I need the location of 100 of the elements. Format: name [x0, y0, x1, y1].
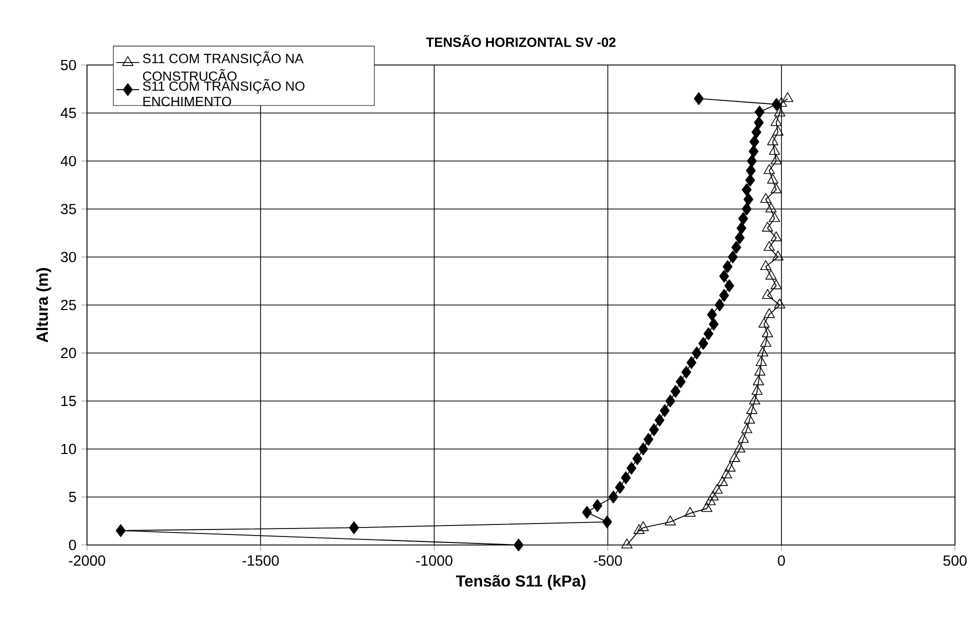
point [772, 98, 782, 111]
point [742, 202, 752, 216]
point [707, 308, 717, 321]
y-tick-label: 10 [61, 444, 76, 454]
point [724, 279, 734, 292]
point [774, 298, 786, 308]
point [772, 250, 784, 260]
x-tick-label: -2000 [68, 555, 106, 566]
point [686, 356, 696, 369]
point [749, 135, 760, 148]
point [744, 414, 756, 424]
y-tick-label: 20 [61, 348, 76, 358]
y-tick-label: 50 [60, 60, 76, 70]
point [734, 231, 745, 244]
y-tick-label: 45 [60, 108, 76, 118]
point [514, 538, 524, 552]
point [665, 394, 676, 408]
point [716, 476, 728, 486]
x-axis-title: Tensão S11 (kPa) [456, 574, 586, 590]
point [762, 222, 774, 232]
point [754, 366, 766, 376]
point [770, 154, 782, 164]
point [746, 154, 757, 168]
point [770, 231, 782, 242]
point [734, 442, 746, 452]
point [632, 452, 642, 465]
point [701, 502, 712, 512]
point [708, 318, 719, 331]
point [756, 356, 767, 366]
point [746, 164, 756, 177]
point [724, 462, 736, 472]
point [752, 126, 762, 139]
point [582, 506, 592, 519]
point [712, 484, 723, 494]
point [649, 423, 659, 436]
point [621, 538, 632, 548]
point [738, 212, 748, 225]
point [638, 442, 648, 456]
point [758, 318, 770, 328]
point [748, 144, 759, 158]
point [664, 516, 676, 526]
point [704, 495, 716, 506]
point [660, 404, 670, 417]
point [760, 260, 772, 270]
point [698, 336, 708, 350]
x-tick-label: -500 [594, 555, 622, 566]
chart-title: TENSÃO HORIZONTAL SV -02 [426, 34, 616, 47]
point [767, 174, 778, 184]
y-tick-label: 5 [69, 492, 76, 502]
point [720, 468, 732, 478]
point [116, 524, 126, 537]
point [752, 375, 764, 386]
point [638, 521, 649, 532]
point [754, 106, 764, 118]
point [765, 202, 777, 212]
point [626, 462, 636, 475]
y-axis-title: Altura (m) [36, 268, 52, 342]
point [745, 174, 756, 187]
point [770, 183, 782, 194]
y-tick-label: 40 [60, 156, 76, 166]
x-tick-label: -1000 [416, 555, 452, 566]
point [774, 106, 786, 116]
point [731, 240, 742, 254]
point [765, 270, 777, 280]
point [684, 506, 696, 517]
point [762, 327, 774, 338]
point [620, 471, 631, 484]
point [742, 183, 752, 196]
point [592, 499, 602, 512]
y-tick-label: 35 [60, 204, 76, 214]
point [764, 308, 775, 318]
point [608, 490, 618, 504]
x-tick-label: 500 [943, 555, 967, 566]
point [615, 480, 625, 494]
point [768, 212, 780, 222]
y-tick-label: 15 [61, 396, 76, 406]
point [644, 432, 654, 446]
x-tick-label: -1500 [242, 555, 279, 566]
point [741, 423, 752, 434]
point [782, 92, 794, 102]
point [764, 240, 775, 251]
point [770, 116, 782, 126]
point [744, 192, 754, 206]
point [349, 521, 359, 534]
point [760, 336, 772, 347]
point [707, 490, 719, 500]
point [694, 92, 704, 105]
point [738, 432, 749, 443]
point [762, 288, 774, 299]
point [736, 222, 746, 235]
point [719, 288, 730, 302]
point [728, 250, 738, 264]
point [754, 116, 764, 129]
y-tick-label: 0 [69, 540, 76, 550]
point [602, 516, 612, 528]
point [681, 366, 692, 379]
point [728, 452, 740, 462]
point [772, 126, 784, 136]
x-tick-label: 0 [778, 555, 785, 566]
point [633, 524, 645, 534]
